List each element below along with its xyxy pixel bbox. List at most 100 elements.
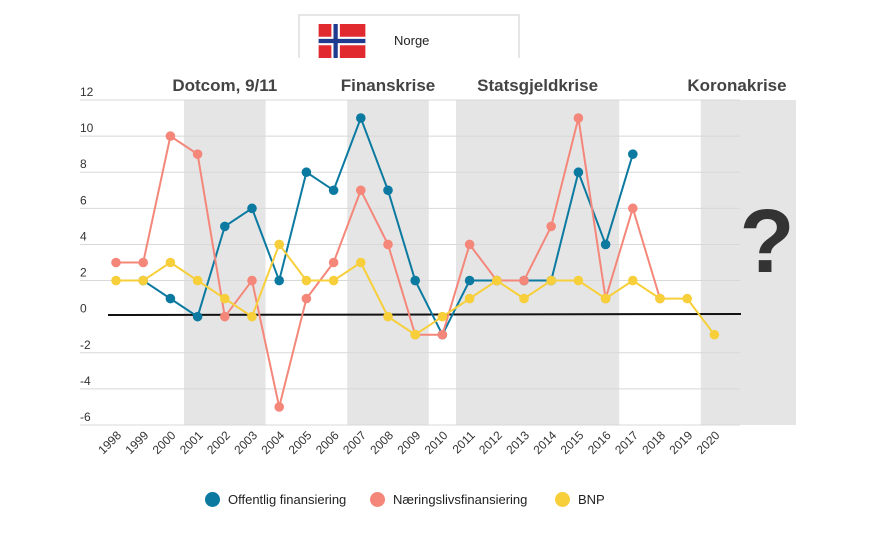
data-point[interactable] [709,329,720,340]
tab-label: Norge [394,33,430,48]
data-point[interactable] [356,113,366,123]
x-axis-labels: 1998199920002001200220032004200520062007… [95,428,722,457]
data-point[interactable] [111,275,121,286]
x-tick-label: 1998 [95,428,124,457]
data-point[interactable] [628,149,638,159]
period-labels: Dotcom, 9/11 Finanskrise Statsgjeldkrise Ko… [172,76,786,95]
x-tick-label: 2006 [313,428,342,457]
data-point[interactable] [138,257,148,268]
x-tick-label: 2013 [503,428,532,457]
y-tick-label: -2 [80,338,91,352]
country-tab[interactable]: Norge [298,14,520,58]
data-point[interactable] [328,275,339,286]
data-point[interactable] [192,149,203,159]
y-tick-label: 2 [80,266,87,280]
data-point[interactable] [600,239,611,250]
data-point[interactable] [383,185,393,196]
x-tick-label: 2009 [395,428,424,457]
y-axis-labels: 12 10 8 6 4 2 0 -2 -4 -6 [80,85,94,424]
data-point[interactable] [437,311,448,322]
data-point[interactable] [220,293,230,304]
data-point[interactable] [328,185,339,196]
data-point[interactable] [464,239,475,250]
x-tick-label: 2003 [231,428,260,457]
data-point[interactable] [192,275,203,286]
data-point[interactable] [600,293,611,304]
y-tick-label: 10 [80,121,94,135]
data-point[interactable] [165,257,176,268]
period-bands [184,100,796,425]
data-point[interactable] [111,257,121,268]
data-point[interactable] [682,293,692,304]
legend-item-offentlig[interactable]: Offentlig finansiering [205,492,346,507]
data-point[interactable] [274,275,285,286]
x-tick-label: 2016 [585,428,614,457]
data-point[interactable] [464,293,475,304]
x-tick-label: 2011 [450,428,478,456]
x-tick-label: 1999 [123,428,152,457]
data-point[interactable] [628,275,638,286]
x-tick-label: 2019 [667,428,696,457]
data-point[interactable] [573,167,584,178]
data-point[interactable] [247,203,257,214]
zero-axis-line [107,313,742,316]
y-tick-label: 6 [80,193,87,207]
period-band [184,100,266,425]
data-point[interactable] [247,275,257,286]
data-point[interactable] [220,221,230,232]
data-point[interactable] [492,275,502,286]
norway-flag-icon [318,24,366,58]
legend-dot [370,492,385,507]
x-tick-label: 2015 [558,428,587,457]
period-band [700,100,796,425]
y-tick-label: 12 [80,85,94,99]
data-point[interactable] [356,257,366,268]
data-point[interactable] [546,275,556,286]
period-label: Dotcom, 9/11 [172,76,277,95]
data-point[interactable] [437,329,448,340]
period-label: Koronakrise [687,76,786,95]
data-point[interactable] [165,293,176,304]
period-label: Statsgjeldkrise [477,76,598,95]
data-point[interactable] [301,167,312,178]
data-point[interactable] [274,239,285,250]
data-point[interactable] [274,402,285,412]
x-tick-label: 2005 [286,428,315,457]
data-point[interactable] [220,311,230,322]
y-tick-label: -4 [80,374,91,388]
data-point[interactable] [247,311,257,322]
data-point[interactable] [628,203,638,214]
data-point[interactable] [301,293,312,304]
data-point[interactable] [356,185,366,196]
data-point[interactable] [192,311,203,322]
data-point[interactable] [573,113,584,123]
legend: Offentlig finansiering Næringslivsfinans… [0,492,873,512]
x-tick-label: 2020 [694,428,723,457]
x-tick-label: 2004 [259,428,288,457]
data-point[interactable] [301,275,312,286]
data-point[interactable] [383,239,393,250]
data-point[interactable] [328,257,339,268]
legend-dot [555,492,570,507]
data-point[interactable] [410,275,421,286]
data-point[interactable] [138,275,148,286]
x-tick-label: 2002 [204,428,233,457]
legend-item-naeringsliv[interactable]: Næringslivsfinansiering [370,492,527,507]
data-point[interactable] [573,275,584,286]
legend-label: Offentlig finansiering [228,492,347,507]
data-point[interactable] [655,293,665,304]
data-point[interactable] [410,329,421,340]
data-point[interactable] [519,293,529,304]
x-tick-label: 2018 [639,428,668,457]
data-point[interactable] [519,275,529,286]
legend-item-bnp[interactable]: BNP [555,492,605,507]
series-group [111,239,720,340]
x-tick-label: 2008 [367,428,396,457]
legend-dot [205,492,220,507]
data-point[interactable] [165,131,176,141]
data-point[interactable] [546,221,556,232]
data-point[interactable] [464,275,475,286]
data-point[interactable] [383,311,393,322]
series-lines [111,113,720,412]
